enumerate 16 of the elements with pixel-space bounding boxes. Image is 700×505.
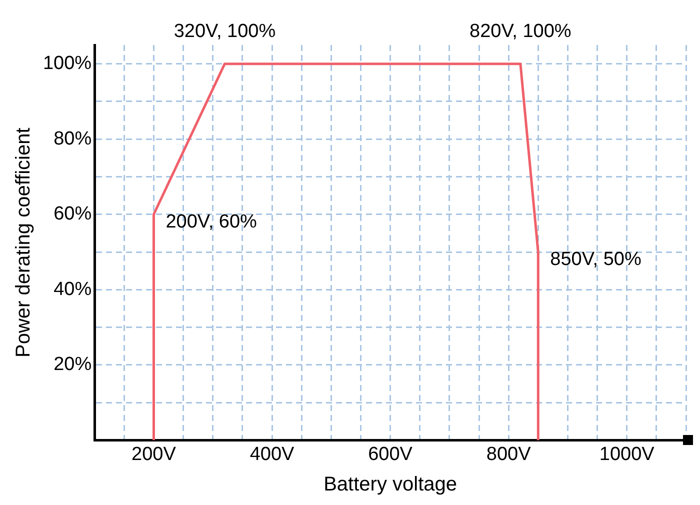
y-tick-label: 80%: [54, 128, 92, 150]
annotation: 200V, 60%: [166, 212, 258, 233]
annotation: 820V, 100%: [470, 21, 572, 42]
y-tick-label: 40%: [54, 278, 92, 300]
annotation: 850V, 50%: [550, 249, 642, 270]
y-axis-title: Power derating coefficient: [12, 127, 35, 358]
y-tick-label: 60%: [54, 204, 92, 225]
x-tick-label: 600V: [368, 444, 413, 465]
y-tick-label: 100%: [42, 53, 92, 74]
x-tick-label: 200V: [132, 444, 176, 465]
y-tick-label: 20%: [54, 354, 92, 376]
annotation: 320V, 100%: [174, 21, 276, 42]
x-tick-label: 800V: [486, 444, 532, 465]
x-axis-title: Battery voltage: [324, 474, 458, 496]
x-tick-label: 400V: [250, 444, 295, 465]
x-tick-label: 1000V: [599, 444, 655, 465]
